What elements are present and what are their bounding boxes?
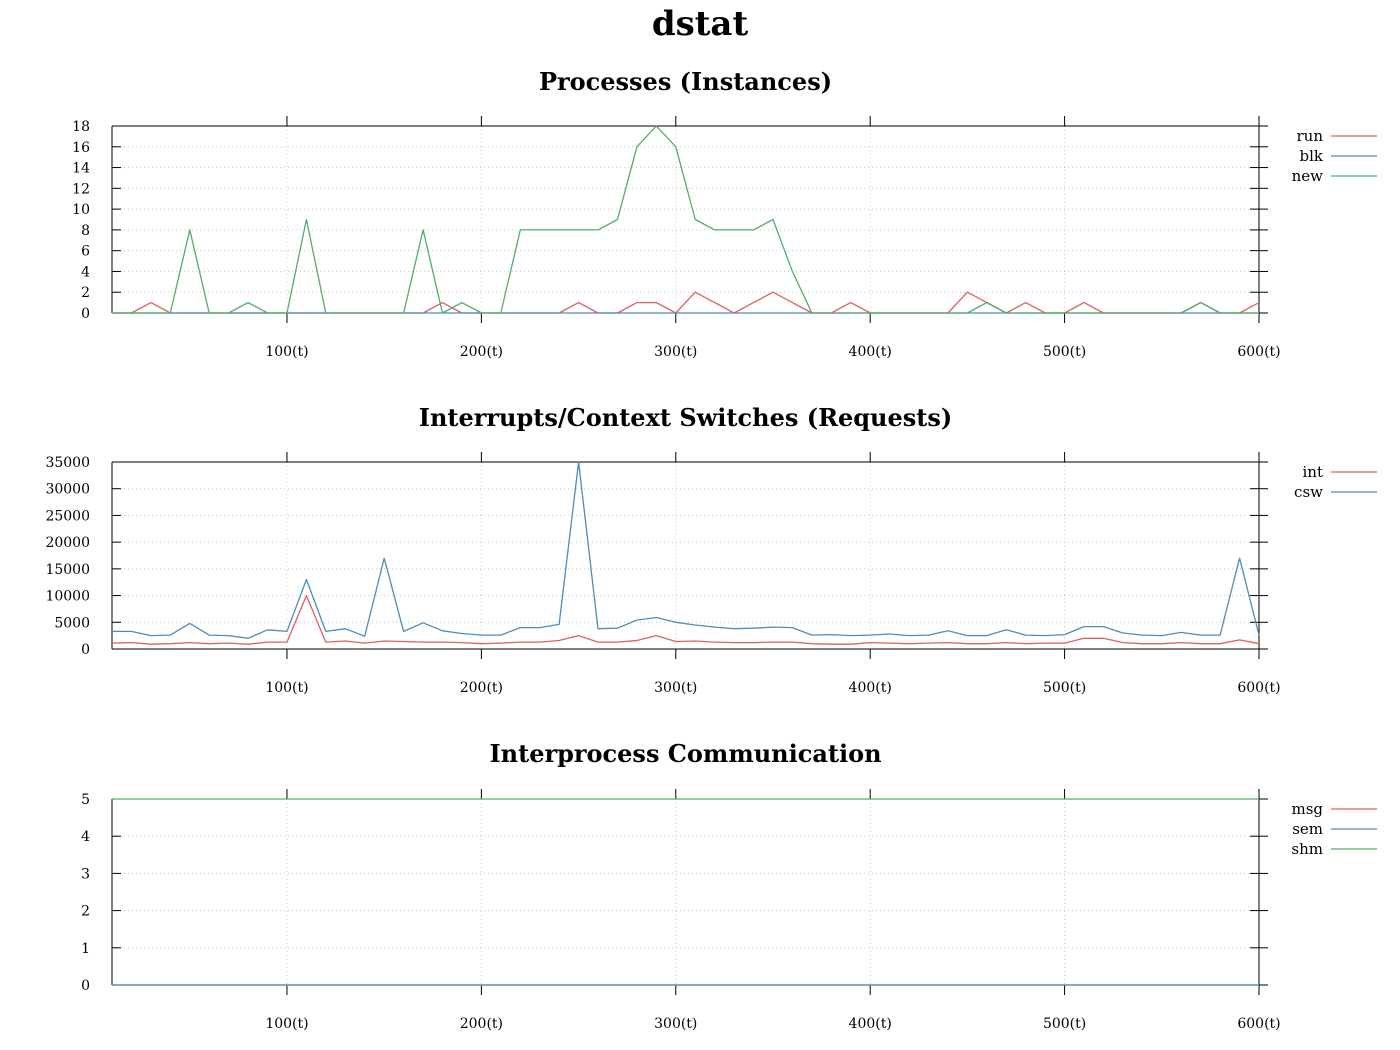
chart-title: Interprocess Communication	[489, 739, 881, 768]
y-tick-label: 0	[81, 642, 90, 658]
y-tick-label: 10000	[45, 589, 90, 605]
x-tick-label: 200(t)	[460, 680, 503, 696]
y-tick-label: 2	[81, 904, 90, 920]
y-tick-label: 30000	[45, 482, 90, 498]
x-tick-label: 600(t)	[1237, 344, 1280, 360]
legend-label-int: int	[1303, 463, 1324, 481]
interrupts-context-switches-chart: Interrupts/Context Switches (Requests) 0 5…	[45, 403, 1377, 696]
series-line-run	[112, 291, 1260, 314]
x-tick-label: 300(t)	[654, 344, 697, 360]
y-tick-label: 35000	[45, 455, 90, 471]
y-tick-label: 0	[81, 306, 90, 322]
x-tick-label: 500(t)	[1043, 344, 1086, 360]
chart-title: Processes (Instances)	[539, 67, 832, 96]
y-tick-label: 4	[81, 829, 90, 845]
y-tick-label: 1	[81, 941, 90, 957]
processes-chart: Processes (Instances) 0 2 4 6 8 10 12 14 16 18 100(…	[72, 67, 1377, 360]
y-tick-label: 16	[72, 140, 90, 156]
x-tick-label: 500(t)	[1043, 680, 1086, 696]
x-tick-label: 200(t)	[460, 1016, 503, 1032]
y-tick-label: 10	[72, 202, 90, 218]
x-tick-label: 300(t)	[654, 680, 697, 696]
x-tick-label: 100(t)	[265, 344, 308, 360]
y-tick-label: 20000	[45, 535, 90, 551]
y-tick-label: 18	[72, 119, 90, 135]
y-tick-label: 15000	[45, 562, 90, 578]
legend-label-run: run	[1297, 127, 1324, 145]
x-tick-label: 100(t)	[265, 680, 308, 696]
y-tick-label: 12	[72, 181, 90, 197]
y-tick-label: 4	[81, 264, 90, 280]
y-tick-label: 5	[81, 792, 90, 808]
y-tick-label: 8	[81, 223, 90, 239]
y-tick-label: 2	[81, 285, 90, 301]
legend-label-shm: shm	[1291, 840, 1323, 858]
x-tick-label: 400(t)	[849, 680, 892, 696]
x-tick-label: 600(t)	[1237, 680, 1280, 696]
series-line-int	[111, 594, 1260, 645]
y-tick-label: 25000	[45, 508, 90, 524]
legend-label-blk: blk	[1300, 147, 1324, 165]
chart-title: Interrupts/Context Switches (Requests)	[419, 403, 953, 432]
y-tick-label: 14	[72, 161, 90, 177]
y-tick-label: 3	[81, 866, 90, 882]
y-tick-label: 0	[81, 978, 90, 994]
legend-label-sem: sem	[1292, 820, 1323, 838]
x-tick-label: 200(t)	[460, 344, 503, 360]
series-line-new	[112, 125, 1259, 314]
series-line-csw	[112, 461, 1260, 639]
x-tick-label: 400(t)	[849, 344, 892, 360]
legend-label-msg: msg	[1291, 800, 1323, 818]
legend-label-csw: csw	[1294, 483, 1323, 501]
x-tick-label: 400(t)	[849, 1016, 892, 1032]
x-tick-label: 300(t)	[654, 1016, 697, 1032]
page-title: dstat	[651, 4, 749, 44]
x-tick-label: 100(t)	[265, 1016, 308, 1032]
legend-label-new: new	[1292, 167, 1324, 185]
interprocess-communication-chart: Interprocess Communication 0 1 2 3 4 5 100(t) 20…	[81, 739, 1377, 1032]
y-tick-label: 6	[81, 244, 90, 260]
y-tick-label: 5000	[54, 615, 90, 631]
x-tick-label: 600(t)	[1237, 1016, 1280, 1032]
x-tick-label: 500(t)	[1043, 1016, 1086, 1032]
